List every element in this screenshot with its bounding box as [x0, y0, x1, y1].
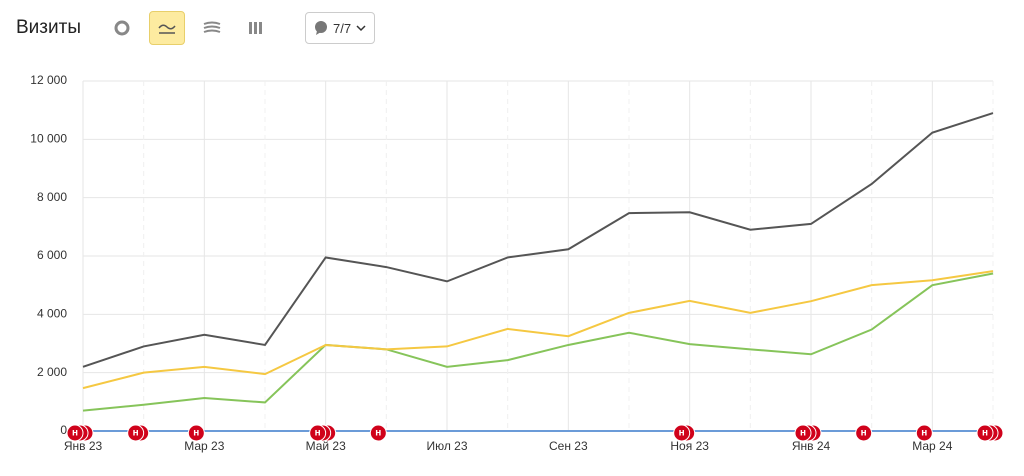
- line-button[interactable]: [148, 11, 185, 45]
- annotation-marker[interactable]: н: [369, 424, 387, 442]
- y-tick-label: 4 000: [37, 307, 67, 321]
- annotation-marker[interactable]: н: [855, 424, 873, 442]
- x-tick-label: Ноя 23: [670, 439, 709, 453]
- x-tick-label: Сен 23: [549, 439, 588, 453]
- x-tick-label: Июл 23: [426, 439, 467, 453]
- annotation-marker[interactable]: н: [794, 424, 822, 442]
- y-tick-label: 0: [60, 423, 67, 437]
- comments-count: 7/7: [332, 20, 352, 36]
- series-line: [82, 270, 994, 390]
- marker-label: н: [133, 428, 139, 439]
- y-tick-label: 8 000: [37, 190, 67, 204]
- marker-circle: [855, 424, 873, 442]
- marker-label: н: [315, 428, 321, 439]
- annotation-marker[interactable]: н: [309, 424, 337, 442]
- y-tick-label: 10 000: [30, 132, 67, 146]
- marker-circle: [127, 424, 145, 442]
- x-tick-label: Май 23: [306, 439, 347, 453]
- y-tick-label: 6 000: [37, 248, 67, 262]
- marker-label: н: [861, 428, 867, 439]
- toolbar: Визиты 7/7: [16, 10, 376, 46]
- x-tick-label: Мар 23: [184, 439, 224, 453]
- bar-button[interactable]: [239, 12, 273, 44]
- series-line: [82, 112, 994, 368]
- y-tick-label: 2 000: [37, 365, 67, 379]
- marker-label: н: [193, 428, 199, 439]
- annotation-marker[interactable]: н: [127, 424, 150, 442]
- annotation-marker[interactable]: н: [915, 424, 933, 442]
- x-tick-label: Мар 24: [912, 439, 952, 453]
- annotation-marker[interactable]: н: [673, 424, 696, 442]
- pie-button[interactable]: [105, 12, 139, 44]
- comments-button[interactable]: 7/7: [304, 12, 376, 44]
- marker-label: н: [375, 428, 381, 439]
- marker-circle: [187, 424, 205, 442]
- marker-circle: [673, 424, 691, 442]
- x-tick-label: Янв 24: [792, 439, 831, 453]
- title: Визиты: [16, 17, 81, 38]
- marker-circle: [369, 424, 387, 442]
- marker-circle: [794, 424, 812, 442]
- y-tick-label: 12 000: [30, 73, 67, 87]
- marker-label: н: [921, 428, 927, 439]
- marker-circle: [915, 424, 933, 442]
- marker-label: н: [800, 428, 806, 439]
- marker-label: н: [72, 428, 78, 439]
- marker-label: н: [982, 428, 988, 439]
- series-line: [82, 272, 994, 412]
- x-tick-label: Янв 23: [64, 439, 103, 453]
- marker-circle: [309, 424, 327, 442]
- area-button[interactable]: [195, 12, 229, 44]
- annotation-marker[interactable]: н: [187, 424, 205, 442]
- marker-label: н: [679, 428, 685, 439]
- marker-circle: [66, 424, 84, 442]
- annotation-marker[interactable]: н: [976, 424, 1004, 442]
- annotation-marker[interactable]: н: [66, 424, 94, 442]
- marker-circle: [976, 424, 994, 442]
